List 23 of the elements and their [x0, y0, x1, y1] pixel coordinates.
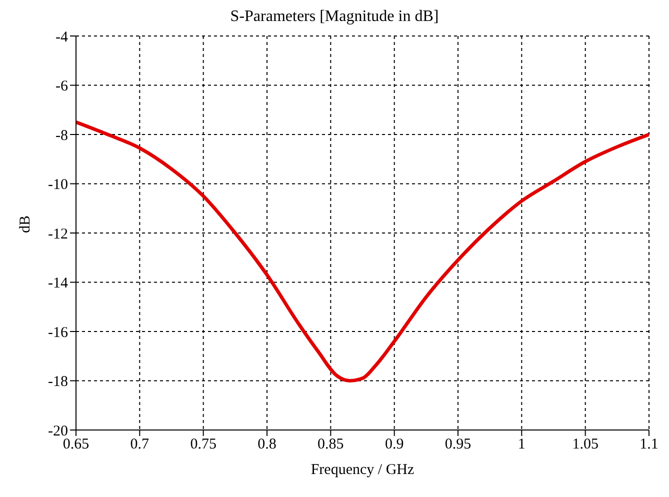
x-tick-label: 0.95	[444, 436, 472, 453]
x-tick-label: 1.1	[640, 436, 658, 453]
y-tick-label: -6	[56, 78, 68, 95]
x-axis-title: Frequency / GHz	[310, 462, 414, 478]
line-series	[76, 120, 649, 382]
chart-title: S-Parameters [Magnitude in dB]	[229, 8, 440, 27]
x-tick-label: 0.9	[384, 436, 404, 453]
x-tick-label: 1.05	[572, 436, 598, 453]
y-axis-title: dB	[17, 215, 34, 233]
x-tick-label: 0.75	[190, 436, 216, 453]
y-tick-label: -12	[48, 226, 68, 242]
y-tick-label: -14	[48, 276, 68, 292]
x-tick-label: 1	[518, 436, 526, 453]
y-tick-label: -8	[56, 128, 68, 144]
y-tick-label: -16	[48, 324, 68, 341]
x-tick-label: 0.8	[258, 436, 276, 453]
y-tick-label: -18	[48, 374, 68, 390]
y-tick-label: -4	[56, 29, 68, 46]
y-tick-label: -20	[48, 423, 68, 440]
x-tick-label: 0.65	[62, 436, 90, 453]
x-tick-label: 0.85	[318, 436, 344, 453]
x-tick-label: 0.7	[130, 436, 150, 453]
y-tick-label: -10	[48, 177, 68, 194]
